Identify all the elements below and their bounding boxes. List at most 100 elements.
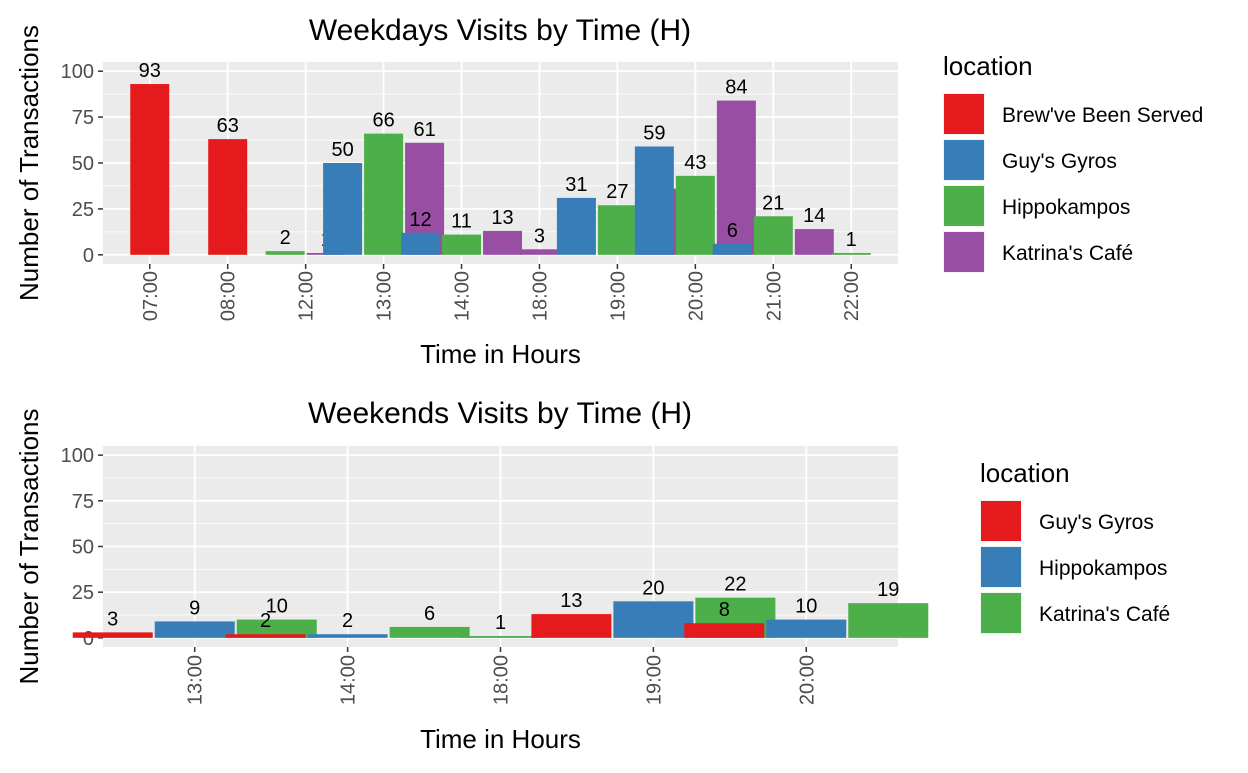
bar-data-label: 8 xyxy=(719,599,730,621)
y-tick-label: 50 xyxy=(72,153,94,175)
bar-data-label: 43 xyxy=(684,152,706,174)
y-tick-label: 0 xyxy=(83,245,94,267)
bar xyxy=(483,231,522,255)
y-tick-label: 75 xyxy=(72,491,94,513)
legend-swatch xyxy=(944,94,984,134)
legend-title: location xyxy=(980,458,1070,488)
bar xyxy=(848,603,928,638)
x-tick-label: 19:00 xyxy=(643,655,665,705)
bar-data-label: 6 xyxy=(727,220,738,242)
bar xyxy=(531,614,611,638)
bar xyxy=(401,233,440,255)
legend-swatch xyxy=(944,140,984,180)
bar xyxy=(226,634,306,638)
bar-data-label: 59 xyxy=(643,122,665,144)
legend-label: Katrina's Café xyxy=(1002,242,1133,265)
legend-title: location xyxy=(943,51,1033,81)
y-tick-label: 0 xyxy=(83,628,94,650)
bar xyxy=(364,134,403,255)
bar-data-label: 3 xyxy=(534,225,545,247)
bar xyxy=(442,235,481,255)
bar-data-label: 3 xyxy=(107,608,118,630)
legend-label: Guy's Gyros xyxy=(1002,150,1117,173)
x-tick-label: 20:00 xyxy=(685,271,707,321)
x-tick-label: 13:00 xyxy=(185,655,207,705)
bar xyxy=(266,251,305,255)
bar-data-label: 21 xyxy=(762,192,784,214)
bar xyxy=(613,601,693,638)
bar-data-label: 1 xyxy=(846,229,857,251)
bar-data-label: 61 xyxy=(413,119,435,141)
legend-label: Hippokampos xyxy=(1039,557,1167,580)
legend: location Brew've Been Served Guy's Gyros Hi… xyxy=(943,51,1203,273)
x-tick-label: 21:00 xyxy=(763,271,785,321)
y-tick-label: 25 xyxy=(72,582,94,604)
bar xyxy=(713,244,752,255)
x-tick-label: 22:00 xyxy=(841,271,863,321)
y-axis-title: Number of Transactions xyxy=(14,408,44,684)
chart-title: Weekends Visits by Time (H) xyxy=(308,397,692,430)
legend-label: Brew've Been Served xyxy=(1002,104,1203,127)
bar-data-label: 27 xyxy=(606,181,628,203)
bar xyxy=(73,632,153,637)
y-tick-label: 100 xyxy=(61,61,94,83)
x-tick-label: 07:00 xyxy=(140,271,162,321)
bar-data-label: 2 xyxy=(280,227,291,249)
y-tick-label: 75 xyxy=(72,107,94,129)
x-tick-label: 13:00 xyxy=(374,271,396,321)
bar xyxy=(676,176,715,255)
bar-data-label: 22 xyxy=(724,574,746,596)
bar xyxy=(308,634,388,638)
bar-data-label: 12 xyxy=(409,209,431,231)
legend-swatch xyxy=(944,186,984,226)
x-tick-label: 14:00 xyxy=(452,271,474,321)
bar xyxy=(684,623,764,638)
bar-data-label: 50 xyxy=(331,139,353,161)
y-tick-label: 50 xyxy=(72,537,94,559)
x-axis-title: Time in Hours xyxy=(420,339,581,369)
bar xyxy=(323,163,362,255)
y-tick-label: 25 xyxy=(72,199,94,221)
bar xyxy=(155,621,235,637)
legend: location Guy's Gyros Hippokampos Katrina's … xyxy=(980,458,1170,634)
bar-data-label: 13 xyxy=(560,590,582,612)
bar-data-label: 2 xyxy=(260,610,271,632)
x-tick-label: 08:00 xyxy=(218,271,240,321)
bar-data-label: 20 xyxy=(642,577,664,599)
bar xyxy=(557,198,596,255)
bar-data-label: 13 xyxy=(491,207,513,229)
bar xyxy=(766,620,846,638)
bar xyxy=(832,253,871,255)
y-tick-label: 100 xyxy=(61,445,94,467)
x-tick-label: 18:00 xyxy=(491,655,513,705)
bar-data-label: 93 xyxy=(139,60,161,82)
chart-title: Weekdays Visits by Time (H) xyxy=(309,14,691,47)
bar-data-label: 66 xyxy=(372,110,394,132)
bar-data-label: 6 xyxy=(424,603,435,625)
legend-label: Guy's Gyros xyxy=(1039,511,1154,534)
x-tick-label: 12:00 xyxy=(296,271,318,321)
bar-data-label: 31 xyxy=(565,174,587,196)
legend-swatch xyxy=(944,232,984,272)
x-tick-label: 14:00 xyxy=(338,655,360,705)
x-tick-label: 18:00 xyxy=(529,271,551,321)
bar-data-label: 2 xyxy=(342,610,353,632)
y-axis-title: Number of Transactions xyxy=(14,25,44,301)
bar xyxy=(130,84,169,255)
chart-panel-1: 0 25 50 75 100 07:00 08:00 12:00 13:00 14:00 18:00… xyxy=(14,14,1203,369)
bar-data-label: 11 xyxy=(451,211,472,233)
bar xyxy=(390,627,470,638)
bar-data-label: 63 xyxy=(217,115,239,137)
bar-data-label: 9 xyxy=(189,597,200,619)
x-tick-label: 19:00 xyxy=(607,271,629,321)
bar xyxy=(795,229,834,255)
bar xyxy=(520,249,559,255)
bar-data-label: 10 xyxy=(795,596,817,618)
bar xyxy=(461,636,541,638)
x-tick-label: 20:00 xyxy=(796,655,818,705)
bar xyxy=(208,139,247,255)
chart-panel-2: 0 25 50 75 100 13:00 14:00 18:00 19:00 20:00 3 9 10 2… xyxy=(14,397,1170,754)
bar-data-label: 84 xyxy=(725,77,747,99)
x-axis-title: Time in Hours xyxy=(420,724,581,754)
